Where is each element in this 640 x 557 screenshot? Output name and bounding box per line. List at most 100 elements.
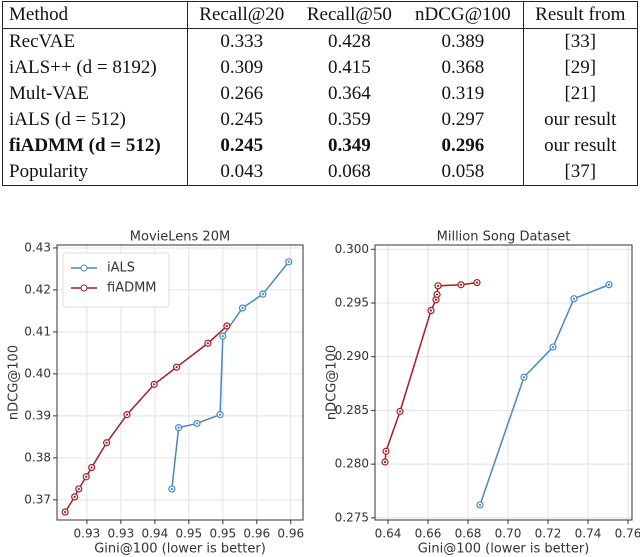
header-cell: Method [2,1,188,29]
x-tick-label: 0.68 [455,527,482,541]
legend-marker [80,284,88,292]
y-tick-label: 0.39 [24,408,51,422]
point-dot [105,441,108,444]
y-tick-label: 0.38 [24,450,51,464]
legend-box [62,252,170,308]
point-dot [434,298,438,301]
x-tick-label: 0.96 [243,527,270,541]
table-cell: our result [522,107,638,133]
point-dot [435,293,439,296]
point-dot [64,510,67,514]
point-dot [85,475,88,478]
x-axis-label: Gini@100 (lower is better) [418,542,590,557]
point-dot [175,366,178,369]
table-cell: 0.428 [328,31,371,52]
point-dot [475,281,479,284]
y-tick-label: 0.300 [335,242,369,256]
y-tick-label: 0.280 [335,457,369,471]
table-cell: fiADMM (d = 512) [9,135,161,156]
table-cell: 0.068 [328,161,371,182]
x-tick-label: 0.70 [495,527,522,541]
point-dot [572,297,576,300]
point-dot [177,426,180,429]
y-tick-label: 0.285 [335,403,369,417]
point-dot [195,422,199,425]
point-dot [261,293,265,296]
point-dot [522,376,526,379]
table-cell: 0.349 [328,135,371,156]
table-cell: our result [522,133,638,159]
y-tick-label: 0.41 [24,324,51,338]
table-row: fiADMM (d = 512) 0.245 0.349 0.296 our resul… [3,133,638,159]
x-tick-label: 0.94 [141,527,168,541]
point-dot [383,460,387,464]
legend-label: iALS [107,261,135,276]
point-dot [73,495,76,499]
point-dot [551,345,555,349]
x-tick-label: 0.66 [415,527,442,541]
point-dot [225,324,228,328]
chart-title: Million Song Dataset [437,230,571,245]
y-tick-label: 0.43 [24,240,51,254]
table-cell: 0.058 [441,161,485,182]
table-row: RecVAE 0.333 0.428 0.389 [33] [3,28,638,55]
table-cell: 0.296 [441,135,485,156]
table-cell: iALS++ (d = 8192) [9,57,157,78]
point-dot [77,487,80,491]
header-cell: nDCG@100 [403,1,524,29]
y-tick-label: 0.295 [335,296,369,310]
table-cell: RecVAE [9,31,76,52]
table-cell: 0.333 [186,28,296,55]
table-cell: 0.245 [186,107,296,133]
point-dot [206,342,209,345]
table-cell: 0.309 [186,55,296,81]
table-row: iALS (d = 512) 0.245 0.359 0.297 our result [3,107,638,133]
legend-label: fiADMM [107,281,157,296]
chart-title: MovieLens 20M [130,230,230,245]
y-tick-label: 0.37 [24,492,51,506]
results-table: Method Recall@20 Recall@50 nDCG@100 Result f… [2,1,638,186]
table-cell: Popularity [9,161,89,182]
plot-frame [56,244,304,521]
x-tick-label: 0.72 [535,527,562,541]
table-cell: Mult-VAE [9,83,89,104]
point-dot [170,487,173,491]
y-tick-label: 0.290 [335,349,369,363]
plot-frame [374,244,633,521]
header-cell: Recall@20 [186,1,296,29]
header-row: Method Recall@20 Recall@50 nDCG@100 Result f… [2,1,638,29]
table-cell: 0.364 [328,83,371,104]
point-dot [436,284,440,287]
point-dot [607,283,611,286]
point-dot [125,413,129,416]
x-tick-label: 0.74 [575,527,602,541]
table-cell: 0.359 [328,109,371,130]
table-cell: 0.389 [441,31,485,52]
legend-marker [80,264,88,272]
x-tick-label: 0.93 [108,527,135,541]
table-cell: 0.415 [328,57,371,78]
x-tick-label: 0.96 [277,527,304,541]
table-row: Popularity 0.043 0.068 0.058 [37] [3,159,638,186]
x-tick-label: 0.95 [175,527,202,541]
point-dot [218,413,222,416]
table-cell: 0.368 [441,57,485,78]
x-tick-label: 0.95 [209,527,236,541]
table-cell: 0.245 [186,133,296,159]
x-axis-label: Gini@100 (lower is better) [94,542,266,557]
point-dot [287,260,290,263]
y-tick-label: 0.42 [24,282,51,296]
table-row: Mult-VAE 0.266 0.364 0.319 [21] [3,81,638,107]
header-cell: Result from [522,1,638,29]
table-row: iALS++ (d = 8192) 0.309 0.415 0.368 [29] [3,55,638,81]
x-tick-label: 0.76 [615,527,640,541]
point-dot [153,383,156,386]
table-cell: iALS (d = 512) [9,109,126,130]
y-tick-label: 0.40 [24,366,51,380]
table-cell: [29] [522,55,638,81]
header-cell: Recall@50 [295,1,404,29]
point-dot [398,410,402,413]
x-tick-label: 0.64 [375,527,402,541]
